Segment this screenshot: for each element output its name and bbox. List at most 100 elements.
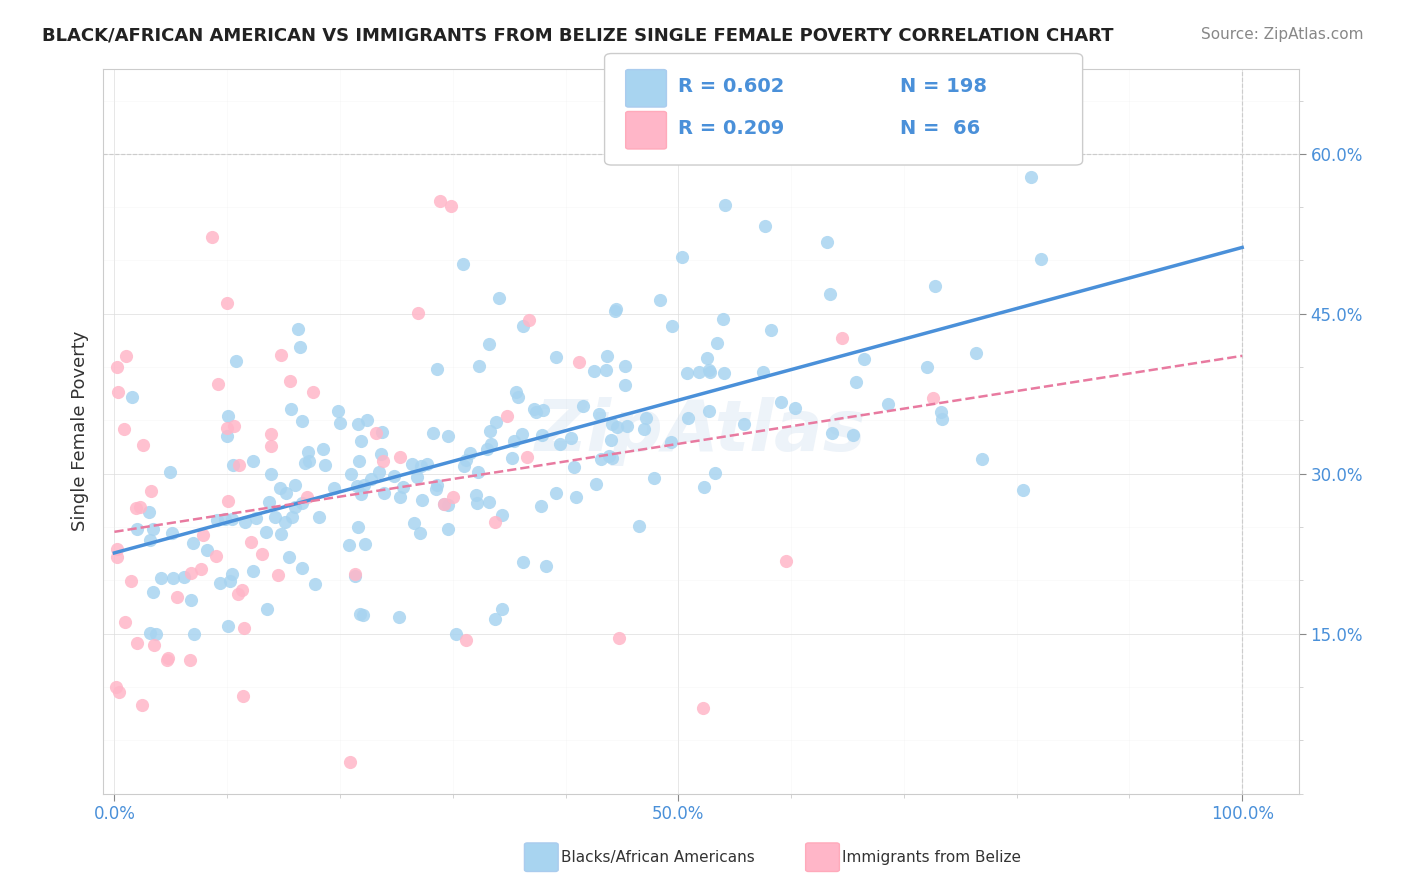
Point bbox=[125, 522, 148, 536]
Point bbox=[278, 550, 301, 565]
Point bbox=[614, 377, 637, 392]
Point bbox=[503, 434, 526, 448]
Point bbox=[478, 337, 501, 351]
Point bbox=[179, 566, 201, 580]
Point bbox=[245, 510, 267, 524]
Point bbox=[697, 404, 720, 418]
Point bbox=[703, 467, 725, 481]
Point bbox=[437, 499, 460, 513]
Point bbox=[219, 574, 242, 588]
Point bbox=[922, 392, 945, 406]
Point bbox=[479, 437, 502, 451]
Point bbox=[405, 470, 427, 484]
Point bbox=[429, 194, 451, 208]
Point bbox=[114, 350, 136, 364]
Point bbox=[291, 561, 314, 575]
Point bbox=[278, 374, 301, 388]
Point bbox=[598, 449, 620, 463]
Point bbox=[458, 445, 481, 459]
Point bbox=[929, 405, 952, 419]
Point bbox=[477, 442, 499, 456]
Point bbox=[217, 618, 239, 632]
Text: N = 198: N = 198 bbox=[900, 77, 987, 96]
Point bbox=[270, 347, 292, 361]
Point bbox=[485, 415, 508, 429]
Text: R = 0.209: R = 0.209 bbox=[678, 119, 785, 138]
Point bbox=[264, 510, 287, 524]
Point bbox=[250, 547, 273, 561]
Point bbox=[107, 384, 129, 399]
Point bbox=[706, 335, 728, 350]
Point bbox=[501, 450, 523, 465]
Point bbox=[692, 701, 714, 715]
Point bbox=[560, 431, 582, 445]
Point bbox=[382, 469, 405, 483]
Point bbox=[297, 445, 319, 459]
Point bbox=[160, 526, 183, 541]
Point bbox=[193, 527, 215, 541]
Point bbox=[688, 365, 710, 379]
Point bbox=[347, 519, 370, 533]
Point bbox=[614, 359, 637, 373]
Point bbox=[239, 535, 262, 549]
Point bbox=[512, 318, 534, 333]
Point bbox=[179, 653, 201, 667]
Point bbox=[699, 362, 721, 376]
Point bbox=[524, 405, 547, 419]
Point bbox=[484, 613, 506, 627]
Point bbox=[842, 428, 865, 442]
Point bbox=[353, 537, 375, 551]
Point bbox=[388, 490, 411, 504]
Point bbox=[195, 542, 218, 557]
Point bbox=[600, 417, 623, 431]
Point bbox=[108, 685, 131, 699]
Point bbox=[343, 566, 366, 581]
Point bbox=[291, 496, 314, 510]
Point bbox=[831, 331, 853, 345]
Point bbox=[281, 510, 304, 524]
Point bbox=[437, 522, 460, 536]
Text: R = 0.602: R = 0.602 bbox=[678, 77, 785, 96]
Point bbox=[104, 681, 127, 695]
Point bbox=[256, 601, 278, 615]
Text: ZipAtlas: ZipAtlas bbox=[534, 397, 866, 466]
Point bbox=[267, 568, 290, 582]
Point bbox=[337, 538, 360, 552]
Point bbox=[616, 418, 638, 433]
Point bbox=[312, 442, 335, 457]
Point bbox=[294, 457, 316, 471]
Point bbox=[572, 399, 595, 413]
Point bbox=[209, 576, 232, 591]
Point bbox=[636, 411, 658, 425]
Point bbox=[347, 417, 370, 431]
Point bbox=[288, 340, 311, 354]
Point bbox=[1011, 483, 1033, 498]
Point bbox=[818, 286, 841, 301]
Point bbox=[915, 360, 938, 375]
Point bbox=[491, 508, 513, 523]
Point bbox=[589, 452, 612, 467]
Point bbox=[562, 460, 585, 475]
Point bbox=[183, 626, 205, 640]
Point bbox=[633, 422, 655, 436]
Point bbox=[465, 496, 488, 510]
Point bbox=[162, 570, 184, 584]
Point bbox=[349, 607, 371, 621]
Point bbox=[129, 500, 152, 514]
Point bbox=[224, 419, 246, 434]
Point bbox=[150, 571, 173, 585]
Point bbox=[142, 585, 165, 599]
Point bbox=[585, 476, 607, 491]
Text: N =  66: N = 66 bbox=[900, 119, 980, 138]
Point bbox=[235, 515, 257, 529]
Point bbox=[568, 355, 591, 369]
Point bbox=[444, 626, 467, 640]
Point bbox=[550, 437, 572, 451]
Point bbox=[815, 235, 838, 249]
Point bbox=[145, 626, 167, 640]
Point bbox=[505, 384, 527, 399]
Point bbox=[401, 457, 423, 471]
Point bbox=[595, 363, 617, 377]
Point bbox=[190, 562, 212, 576]
Point bbox=[931, 412, 953, 426]
